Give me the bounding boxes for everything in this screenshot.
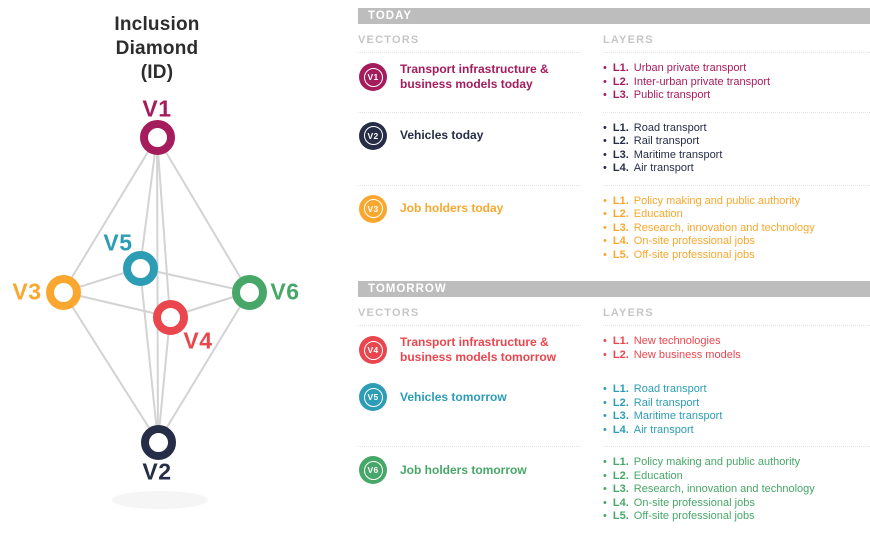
vector-row-v1: V1 Transport infrastructure & business m…: [358, 53, 870, 112]
layers-list-v4: L1.New technologies L2.New business mode…: [603, 334, 870, 362]
diagram-title: Inclusion Diamond (ID): [47, 13, 267, 85]
vector-row-v3: V3 Job holders today L1.Policy making an…: [358, 184, 870, 272]
vector-cell-v4: V4 Transport infrastructure & business m…: [358, 326, 581, 374]
vector-cell-v5: V5 Vehicles tomorrow: [358, 374, 581, 420]
badge-ring: [363, 387, 383, 407]
layer-item: L4.Air transport: [603, 162, 870, 176]
layer-item: L2.Inter-urban private transport: [603, 76, 870, 90]
badge-ring: [363, 67, 383, 87]
tomorrow-vectors-heading: VECTORS: [358, 307, 581, 326]
vector-row-v6: V6 Job holders tomorrow L1.Policy making…: [358, 446, 870, 533]
layers-list-v6: L1.Policy making and public authority L2…: [603, 455, 870, 524]
vector-badge-v4: V4: [359, 336, 387, 364]
tomorrow-layers-heading: LAYERS: [603, 307, 870, 326]
section-today: TODAY VECTORS LAYERS V1 Transport infras…: [358, 8, 870, 271]
layer-item: L1.Road transport: [603, 122, 870, 136]
layers-cell-v2: L1.Road transport L2.Rail transport L3.M…: [603, 111, 870, 185]
vector-cell-v2: V2 Vehicles today: [358, 111, 581, 159]
diamond-node-v2-circle: [140, 424, 176, 460]
today-vectors-heading: VECTORS: [358, 34, 581, 53]
layer-item: L5.Off-site professional jobs: [603, 249, 870, 263]
layer-item: L3.Maritime transport: [603, 410, 870, 424]
badge-ring: [363, 460, 383, 480]
today-layers-heading: LAYERS: [603, 34, 870, 53]
layer-item: L4.Air transport: [603, 424, 870, 438]
layer-item: L3.Research, innovation and technology: [603, 483, 870, 497]
vector-label-v5: Vehicles tomorrow: [400, 389, 507, 404]
layer-item: L2.Education: [603, 208, 870, 222]
vector-label-v2: Vehicles today: [400, 128, 484, 142]
diamond-node-label-v2: V2: [142, 458, 172, 485]
layers-list-v3: L1.Policy making and public authority L2…: [603, 194, 870, 263]
diamond-node-label-v5: V5: [103, 229, 133, 256]
diamond-node-v3-circle: [45, 274, 81, 310]
diamond-node-v4-circle: [152, 299, 188, 335]
diamond-shadow: [112, 491, 208, 509]
layers-cell-v1: L1.Urban private transport L2.Inter-urba…: [603, 53, 870, 112]
layer-item: L5.Off-site professional jobs: [603, 510, 870, 524]
badge-ring: [363, 199, 383, 218]
layer-item: L1.Policy making and public authority: [603, 456, 870, 470]
vector-label-v6: Job holders tomorrow: [400, 462, 527, 477]
vector-row-v2: V2 Vehicles today L1.Road transport L2.R…: [358, 111, 870, 185]
section-tomorrow: TOMORROW VECTORS LAYERS V4 Transport inf…: [358, 281, 870, 533]
vector-label-v3: Job holders today: [400, 201, 504, 215]
layer-item: L1.Policy making and public authority: [603, 195, 870, 209]
diagram-title-line-1: Inclusion: [114, 14, 200, 35]
layer-item: L2.Rail transport: [603, 397, 870, 411]
diamond-node-v6-circle: [231, 274, 267, 310]
diamond-node-label-v4: V4: [183, 327, 213, 354]
layer-item: L3.Public transport: [603, 89, 870, 103]
legend-panel: TODAY VECTORS LAYERS V1 Transport infras…: [358, 8, 870, 533]
layers-cell-v4: L1.New technologies L2.New business mode…: [603, 326, 870, 374]
section-tomorrow-header-bar: TOMORROW: [358, 281, 870, 297]
vector-badge-v1: V1: [359, 63, 387, 91]
today-columns-header: VECTORS LAYERS: [358, 34, 870, 53]
vector-badge-v3: V3: [359, 194, 387, 223]
diamond-node-label-v6: V6: [270, 278, 300, 305]
section-today-header-bar: TODAY: [358, 8, 870, 24]
layers-list-v5: L1.Road transport L2.Rail transport L3.M…: [603, 382, 870, 437]
diagram-title-line-2: Diamond: [115, 38, 199, 59]
diagram-title-line-3: (ID): [140, 62, 174, 83]
vector-badge-v6: V6: [359, 456, 387, 484]
diamond-edges-svg: [62, 136, 250, 509]
vector-badge-v2: V2: [359, 121, 387, 150]
layer-item: L2.New business models: [603, 349, 870, 363]
layers-cell-v6: L1.Policy making and public authority L2…: [603, 446, 870, 533]
layers-cell-v5: L1.Road transport L2.Rail transport L3.M…: [603, 374, 870, 446]
vector-row-v4: V4 Transport infrastructure & business m…: [358, 326, 870, 374]
layer-item: L4.On-site professional jobs: [603, 497, 870, 511]
vector-badge-v5: V5: [359, 383, 387, 411]
layers-list-v1: L1.Urban private transport L2.Inter-urba…: [603, 61, 870, 103]
layer-item: L1.Urban private transport: [603, 62, 870, 76]
layers-cell-v3: L1.Policy making and public authority L2…: [603, 184, 870, 272]
vector-label-v4: Transport infrastructure & business mode…: [400, 335, 557, 364]
vector-row-v5: V5 Vehicles tomorrow L1.Road transport L…: [358, 374, 870, 446]
layer-item: L3.Maritime transport: [603, 149, 870, 163]
diamond-node-label-v3: V3: [12, 278, 42, 305]
layer-item: L2.Education: [603, 470, 870, 484]
diamond-node-label-v1: V1: [142, 95, 172, 122]
layers-list-v2: L1.Road transport L2.Rail transport L3.M…: [603, 121, 870, 176]
vector-cell-v3: V3 Job holders today: [358, 184, 581, 232]
vector-label-v1: Transport infrastructure & business mode…: [400, 62, 549, 91]
layer-item: L3.Research, innovation and technology: [603, 222, 870, 236]
diamond-node-v1-circle: [139, 119, 175, 155]
layer-item: L1.New technologies: [603, 335, 870, 349]
vector-cell-v6: V6 Job holders tomorrow: [358, 446, 581, 493]
section-today-title: TODAY: [368, 10, 412, 22]
vector-cell-v1: V1 Transport infrastructure & business m…: [358, 53, 581, 101]
layer-item: L2.Rail transport: [603, 135, 870, 149]
badge-ring: [363, 340, 383, 360]
layer-item: L1.Road transport: [603, 383, 870, 397]
layer-item: L4.On-site professional jobs: [603, 235, 870, 249]
badge-ring: [363, 126, 383, 145]
tomorrow-columns-header: VECTORS LAYERS: [358, 307, 870, 326]
diamond-node-v5-circle: [122, 250, 158, 286]
section-tomorrow-title: TOMORROW: [368, 283, 447, 295]
inclusion-diamond-diagram: Inclusion Diamond (ID) V1 V2 V3 V4 V5 V6: [0, 0, 345, 550]
